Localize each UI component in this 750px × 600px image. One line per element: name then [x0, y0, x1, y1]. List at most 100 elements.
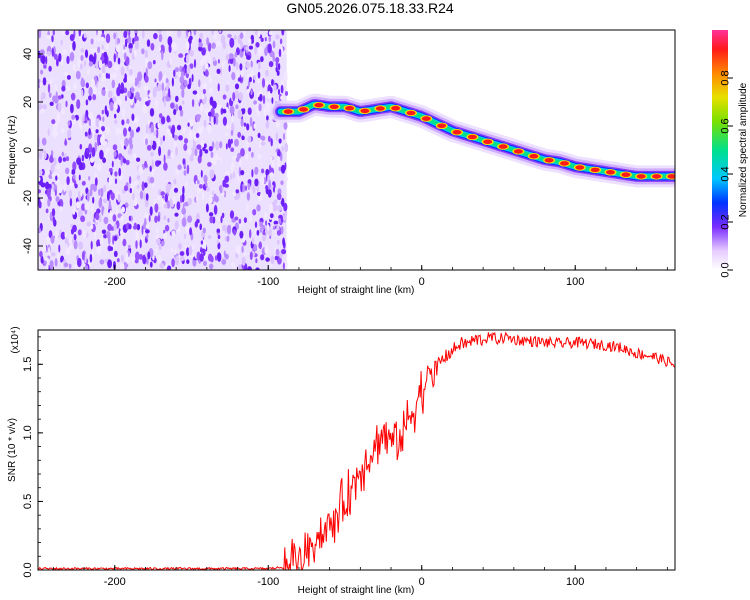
noise-blob [247, 107, 252, 115]
ridge-peak [314, 102, 324, 108]
noise-blob [165, 78, 169, 84]
noise-blob [99, 236, 104, 246]
noise-blob [196, 144, 202, 150]
noise-blob [51, 252, 56, 257]
noise-blob [70, 92, 76, 101]
noise-blob [212, 190, 215, 196]
noise-blob [90, 48, 95, 53]
noise-blob [202, 191, 205, 201]
noise-blob [276, 155, 280, 164]
noise-blob [41, 54, 46, 65]
noise-blob [209, 169, 215, 179]
noise-blob [198, 79, 201, 88]
noise-blob [103, 234, 107, 239]
ridge-peak [391, 105, 401, 111]
noise-blob [234, 216, 239, 221]
noise-blob [132, 225, 138, 230]
noise-blob [46, 190, 51, 198]
noise-blob [167, 36, 173, 47]
spectrogram-panel: -200 -100 0 100 40 20 0 -20 -40 Height of straig… [7, 29, 676, 296]
noise-blob [182, 203, 185, 213]
noise-blob [213, 193, 217, 202]
noise-blob [254, 178, 259, 187]
noise-blob [174, 67, 180, 73]
noise-blob [268, 164, 272, 173]
noise-blob [96, 30, 98, 36]
noise-blob [202, 82, 208, 90]
noise-blob [104, 55, 107, 66]
noise-blob [107, 73, 111, 79]
noise-blob [204, 149, 209, 154]
noise-blob [279, 38, 283, 45]
noise-blob [272, 203, 278, 212]
noise-blob [117, 97, 120, 103]
noise-blob [155, 99, 159, 110]
noise-blob [127, 36, 132, 44]
noise-blob [268, 35, 272, 43]
noise-blob [108, 199, 111, 209]
noise-blob [284, 176, 289, 182]
noise-blob [283, 121, 288, 130]
noise-blob [241, 245, 244, 253]
noise-blob [110, 192, 115, 201]
noise-blob [54, 230, 59, 241]
noise-blob [258, 140, 263, 148]
noise-blob [169, 197, 172, 206]
noise-blob [123, 185, 129, 192]
noise-blob [57, 184, 63, 194]
noise-blob [98, 120, 102, 128]
noise-blob [60, 57, 64, 66]
noise-blob [133, 50, 137, 58]
noise-blob [72, 224, 77, 233]
noise-blob [234, 90, 239, 99]
noise-blob [85, 99, 89, 106]
noise-blob [52, 128, 58, 139]
noise-blob [267, 135, 271, 142]
noise-blob [80, 48, 85, 53]
noise-blob [237, 109, 243, 119]
noise-blob [216, 68, 221, 75]
noise-blob [182, 185, 185, 195]
noise-blob [129, 47, 133, 54]
noise-blob [267, 189, 272, 198]
noise-blob [247, 80, 251, 87]
noise-blob [144, 198, 149, 208]
noise-blob [175, 95, 179, 103]
noise-blob [253, 123, 257, 129]
noise-blob [154, 215, 158, 223]
noise-blob [91, 249, 95, 260]
noise-blob [232, 190, 236, 197]
noise-blob [113, 235, 118, 242]
noise-blob [277, 63, 281, 71]
noise-blob [135, 231, 139, 241]
noise-blob [107, 60, 113, 69]
noise-blob [65, 247, 71, 256]
noise-blob [171, 230, 176, 237]
noise-blob [42, 244, 47, 253]
noise-blob [68, 263, 72, 269]
noise-blob [255, 42, 260, 48]
noise-blob [80, 190, 83, 197]
noise-blob [58, 244, 61, 253]
colorbar-tick-label: 0.2 [720, 214, 732, 229]
noise-blob [211, 141, 215, 149]
noise-blob [207, 253, 213, 262]
spectrogram-x-label: Height of straight line (km) [298, 285, 415, 296]
noise-blob [265, 220, 268, 226]
noise-blob [252, 209, 257, 216]
noise-blob [102, 116, 105, 122]
noise-blob [131, 113, 135, 121]
noise-blob [216, 216, 221, 222]
noise-blob [104, 86, 109, 97]
noise-blob [207, 124, 212, 134]
noise-blob [91, 147, 96, 158]
noise-blob [61, 85, 66, 92]
noise-blob [90, 240, 93, 250]
noise-blob [85, 82, 90, 89]
noise-blob [157, 30, 163, 34]
noise-blob [145, 124, 149, 134]
noise-blob [60, 231, 66, 240]
noise-blob [284, 260, 288, 270]
noise-blob [219, 184, 223, 194]
noise-blob [219, 156, 222, 163]
